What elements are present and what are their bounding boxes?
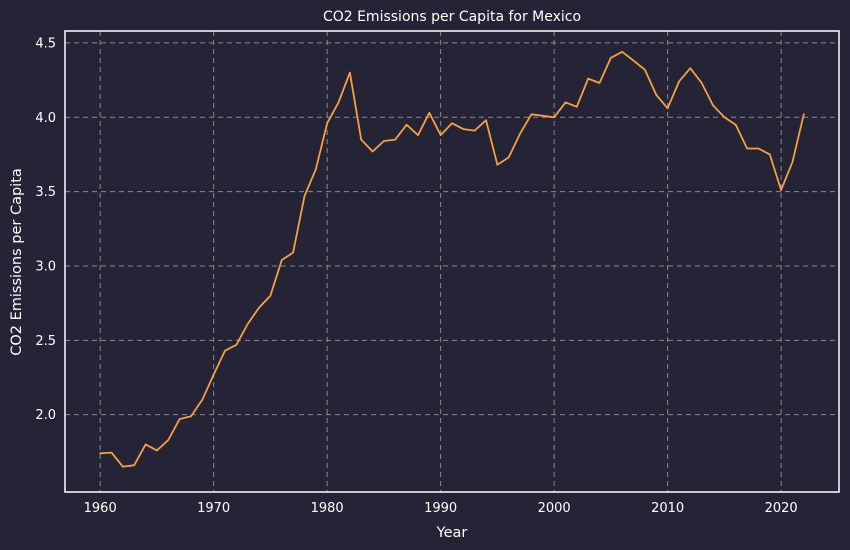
tick-labels: 1960 1970 1980 1990 2000 2010 2020 2.0 2.5 3.0 3.5… xyxy=(35,36,797,516)
y-tick-label: 3.5 xyxy=(35,185,56,200)
x-tick-label: 1980 xyxy=(311,501,344,516)
gridlines xyxy=(65,31,839,492)
y-tick-label: 2.0 xyxy=(35,408,56,423)
x-tick-label: 2020 xyxy=(765,501,798,516)
x-tick-label: 1960 xyxy=(84,501,117,516)
x-tick-label: 2000 xyxy=(538,501,571,516)
y-tick-label: 3.0 xyxy=(35,259,56,274)
x-axis-label: Year xyxy=(436,525,468,541)
y-tick-label: 4.5 xyxy=(35,36,56,51)
y-tick-label: 2.5 xyxy=(35,334,56,349)
chart-title: CO2 Emissions per Capita for Mexico xyxy=(323,9,581,25)
x-tick-label: 1990 xyxy=(424,501,457,516)
series-layer xyxy=(99,50,805,468)
co2-per-capita-line xyxy=(99,50,805,468)
y-tick-label: 4.0 xyxy=(35,111,56,126)
y-axis-label: CO2 Emissions per Capita xyxy=(9,168,25,356)
plot-frame xyxy=(64,30,840,493)
x-tick-label: 2010 xyxy=(651,501,684,516)
x-tick-label: 1970 xyxy=(197,501,230,516)
